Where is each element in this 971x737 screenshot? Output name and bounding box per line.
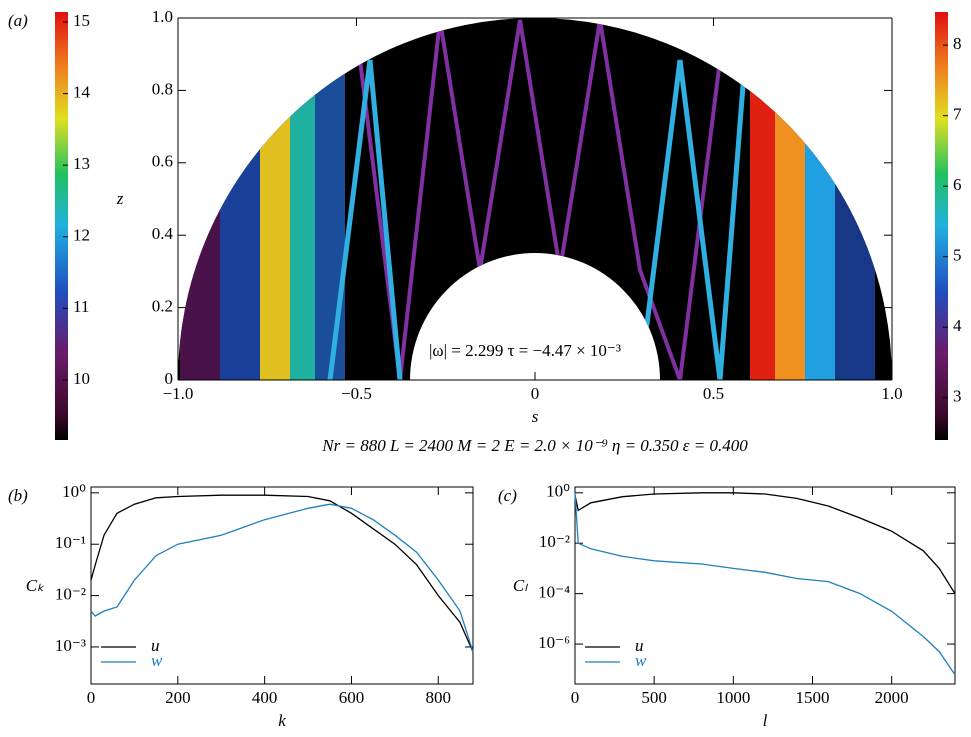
legend-label: w xyxy=(151,651,163,670)
y-tick-label: 1.0 xyxy=(152,7,173,26)
x-axis-label: k xyxy=(278,711,286,730)
y-tick-label: 10⁻² xyxy=(55,584,86,603)
x-tick-label: 600 xyxy=(339,688,365,707)
legend-label: u xyxy=(635,636,644,655)
y-tick-label: 10⁰ xyxy=(62,482,86,501)
y-tick-label: 0.8 xyxy=(152,79,173,98)
y-tick-label: 10⁻¹ xyxy=(55,533,86,552)
colorbar xyxy=(935,12,948,440)
x-tick-label: 200 xyxy=(165,688,191,707)
y-tick-label: 0.4 xyxy=(152,224,174,243)
legend-label: u xyxy=(151,636,160,655)
x-tick-label: 0 xyxy=(531,384,540,403)
x-tick-label: 1.0 xyxy=(881,384,902,403)
caption: Nr = 880 L = 2400 M = 2 E = 2.0 × 10⁻⁹ η… xyxy=(321,436,748,455)
colorbar-tick-label: 6 xyxy=(953,175,962,194)
band xyxy=(805,100,835,380)
y-tick-label: 0 xyxy=(165,369,174,388)
beam xyxy=(358,19,722,380)
annotation: |ω| = 2.299 τ = −4.47 × 10⁻³ xyxy=(429,341,621,360)
band xyxy=(220,120,260,380)
x-tick-label: 2000 xyxy=(875,688,909,707)
colorbar-tick-label: 4 xyxy=(953,316,962,335)
heatmap xyxy=(178,18,892,380)
y-tick-label: 10⁻⁶ xyxy=(538,633,570,652)
colorbar-tick-label: 7 xyxy=(953,105,962,124)
x-tick-label: 1000 xyxy=(716,688,750,707)
colorbar-tick-label: 5 xyxy=(953,246,962,265)
series-line xyxy=(90,503,474,653)
x-tick-label: −1.0 xyxy=(163,384,194,403)
band xyxy=(835,150,875,380)
y-axis-label: Cₖ xyxy=(26,576,45,595)
colorbar-tick-label: 12 xyxy=(73,226,90,245)
x-tick-label: 1500 xyxy=(796,688,830,707)
colorbar-tick-label: 3 xyxy=(953,387,962,406)
x-axis-label: s xyxy=(532,407,539,426)
panel-label: (b) xyxy=(8,486,28,505)
colorbar-tick-label: 15 xyxy=(73,11,90,30)
x-tick-label: 0 xyxy=(571,688,580,707)
y-axis-label: z xyxy=(116,189,124,208)
panel-label: (a) xyxy=(8,11,28,30)
band xyxy=(290,60,315,380)
y-tick-label: 0.2 xyxy=(152,297,173,316)
y-tick-label: 10⁰ xyxy=(546,482,570,501)
colorbar xyxy=(55,12,68,440)
beam xyxy=(637,59,748,380)
x-tick-label: 400 xyxy=(252,688,278,707)
band xyxy=(750,60,775,380)
colorbar-tick-label: 10 xyxy=(73,369,90,388)
left-label: Diss xyxy=(192,31,222,50)
band xyxy=(775,70,805,380)
band xyxy=(180,200,220,380)
y-tick-label: 10⁻⁴ xyxy=(538,583,570,602)
right-label: Eₖ xyxy=(849,34,868,53)
y-axis-label: Cₗ xyxy=(513,576,528,595)
colorbar-tick-label: 14 xyxy=(73,82,91,101)
colorbar-tick-label: 11 xyxy=(73,297,89,316)
y-tick-label: 0.6 xyxy=(152,152,173,171)
x-tick-label: 500 xyxy=(641,688,667,707)
x-tick-label: 800 xyxy=(426,688,452,707)
x-tick-label: 0 xyxy=(87,688,96,707)
x-tick-label: 0.5 xyxy=(703,384,724,403)
band xyxy=(315,60,345,380)
panel-label: (c) xyxy=(498,486,517,505)
beam xyxy=(327,59,403,380)
colorbar-tick-label: 8 xyxy=(953,34,962,53)
series-line xyxy=(574,492,956,594)
legend-label: w xyxy=(635,651,647,670)
series-line xyxy=(90,494,474,653)
band xyxy=(260,80,290,380)
series-line xyxy=(574,492,956,676)
colorbar-tick-label: 13 xyxy=(73,154,90,173)
plot-frame xyxy=(90,486,474,685)
x-axis-label: l xyxy=(763,711,768,730)
plot-frame xyxy=(574,486,956,685)
y-tick-label: 10⁻³ xyxy=(55,636,86,655)
x-tick-label: −0.5 xyxy=(341,384,372,403)
y-tick-label: 10⁻² xyxy=(539,532,570,551)
